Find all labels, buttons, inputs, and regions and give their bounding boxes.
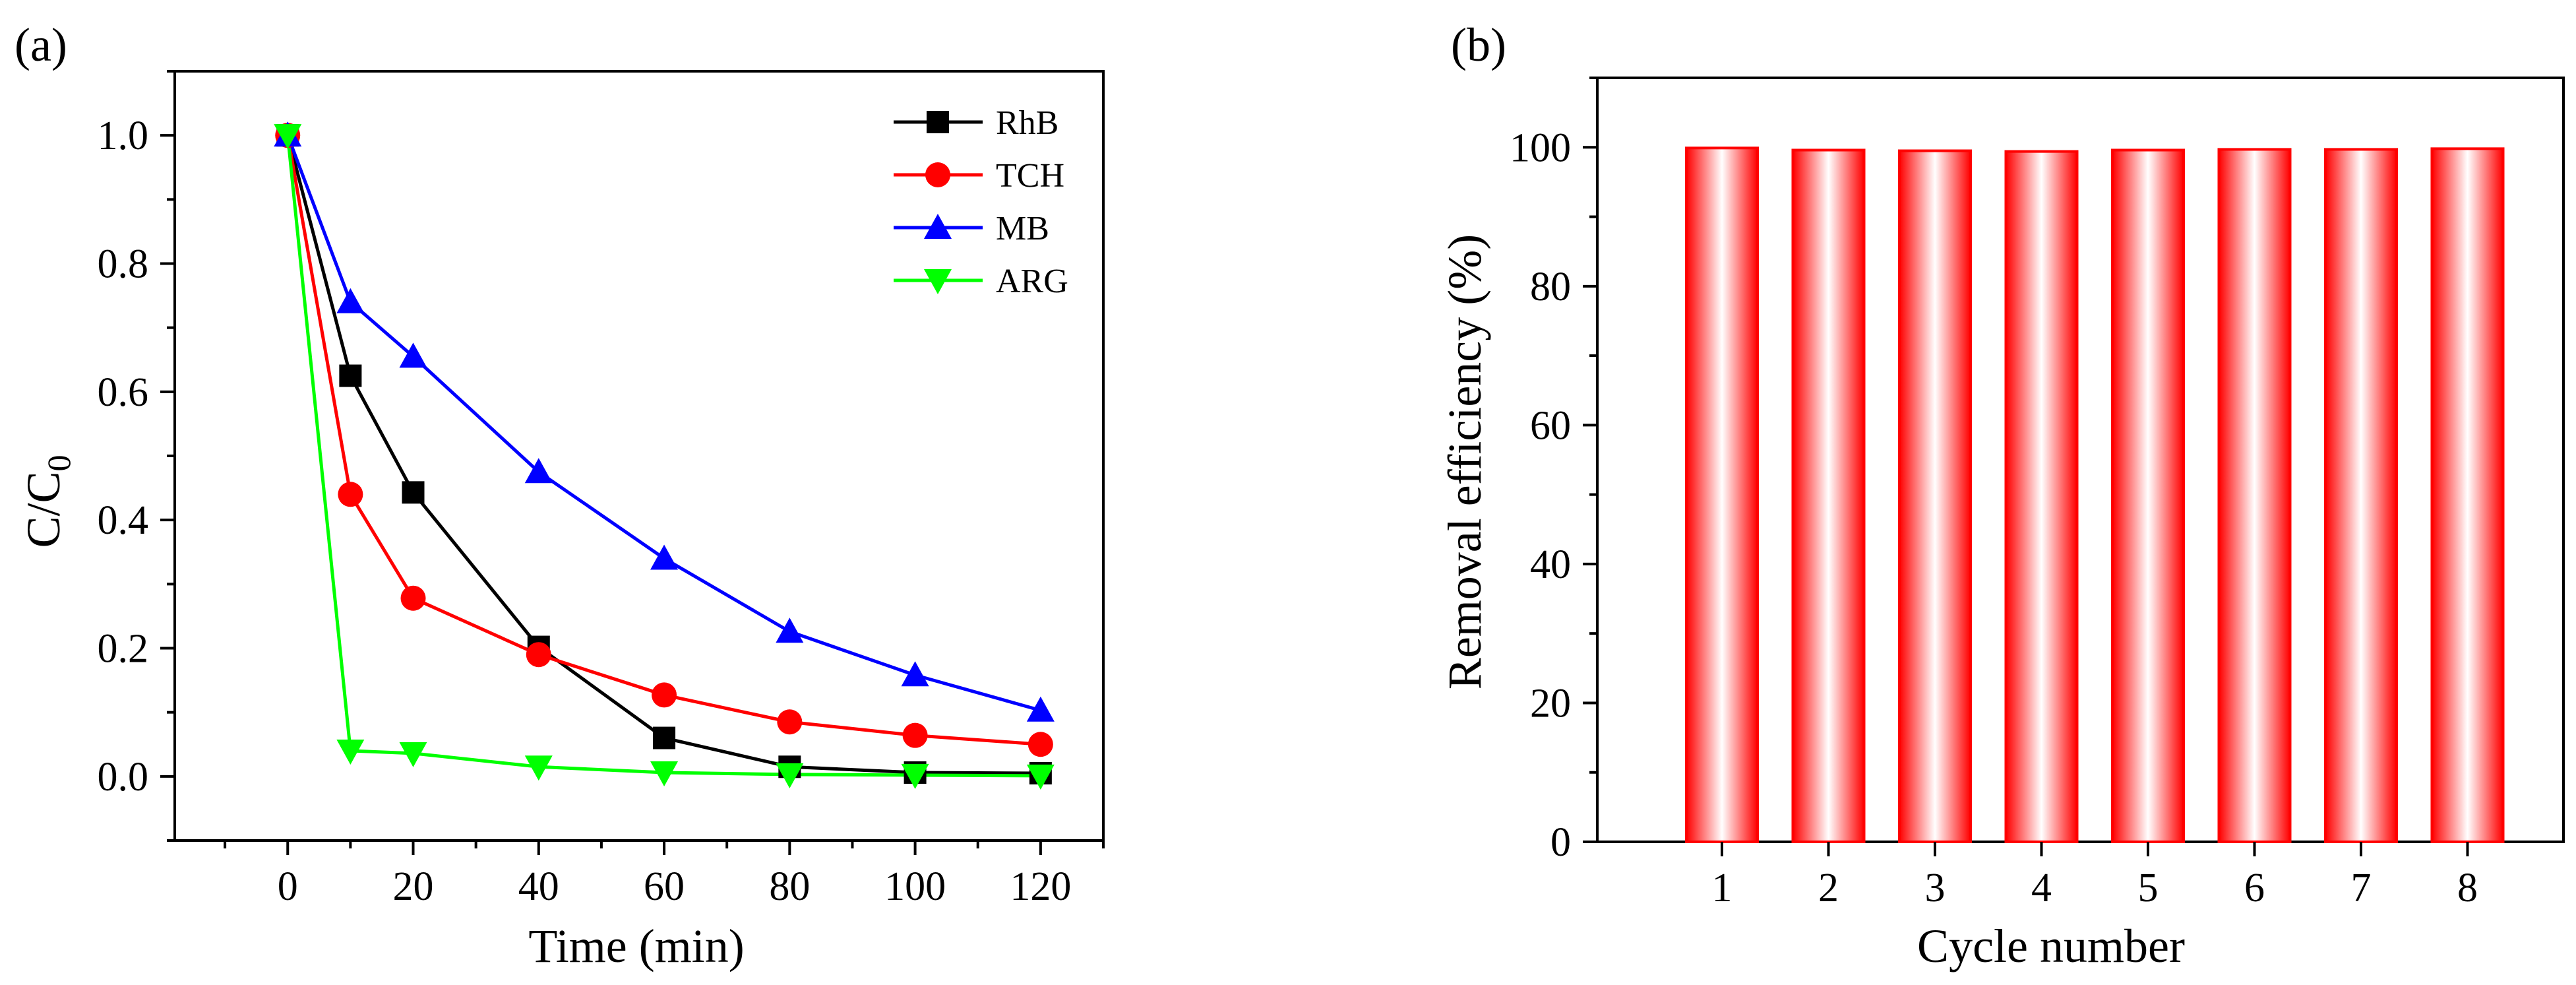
series-line-arg	[286, 135, 1041, 778]
data-point-arg	[274, 124, 302, 150]
bar-cycle-6	[2217, 148, 2292, 843]
panel-a-plot-frame	[173, 70, 1105, 842]
bar-cycle-5	[2111, 148, 2185, 843]
legend-label-rhb: RhB	[996, 104, 1058, 142]
panel-a-y-axis-title-subscript: 0	[40, 455, 77, 471]
panel-a-y-tick-label: 0.6	[98, 370, 149, 415]
series-line-rhb	[286, 135, 1041, 775]
panel-a-series-lines	[286, 135, 1041, 778]
bar-cycle-1	[1685, 146, 1759, 844]
data-point-mb	[336, 288, 365, 313]
panel-b-y-tick-label: 80	[1530, 265, 1571, 309]
panel-b-x-tick-label: 4	[2031, 866, 2052, 910]
panel-a-y-axis-title-main: C/C	[17, 471, 70, 548]
panel-b-x-tick-label: 8	[2457, 866, 2478, 910]
data-point-mb	[776, 618, 804, 643]
legend-label-tch: TCH	[996, 157, 1064, 195]
data-point-mb	[399, 342, 427, 368]
legend-marker-mb	[924, 214, 952, 239]
panel-b-x-tick-label: 1	[1712, 866, 1733, 910]
data-point-arg	[776, 763, 804, 788]
series-line-mb	[286, 135, 1041, 713]
data-point-mb	[524, 458, 553, 484]
data-point-arg	[650, 761, 679, 787]
data-point-rhb	[653, 726, 676, 749]
panel-b-x-tick-label: 5	[2138, 866, 2159, 910]
panel-b-y-axis-title: Removal efficiency (%)	[1438, 234, 1491, 689]
panel-a-y-axis-title: C/C0	[17, 455, 77, 548]
legend-marker-tch	[925, 162, 950, 187]
panel-b-x-tick-label: 2	[1818, 866, 1839, 910]
panel-b-y-tick-label: 20	[1530, 681, 1571, 726]
panel-a-x-tick-label: 40	[518, 864, 559, 909]
panel-a-label: (a)	[15, 18, 67, 71]
bar-cycle-8	[2430, 147, 2505, 844]
data-point-rhb	[339, 364, 362, 387]
legend-marker-arg	[924, 269, 952, 294]
panel-a-line-chart: (a) 0 20 40 60 80 100 120 0.0 0.2 0.4 0.6 0.8 1.0 Rh…	[15, 18, 1105, 972]
panel-a-x-tick-label: 60	[644, 864, 685, 909]
data-point-rhb	[402, 481, 425, 504]
bar-cycle-4	[2004, 150, 2079, 843]
legend-label-arg: ARG	[996, 263, 1068, 300]
panel-b-y-tick-label: 60	[1530, 403, 1571, 448]
panel-a-y-tick-label: 0.8	[98, 242, 149, 287]
panel-b-x-tick-label: 3	[1925, 866, 1946, 910]
panel-a-y-tick-label: 0.2	[98, 627, 149, 672]
data-point-tch	[526, 642, 551, 668]
series-line-tch	[286, 135, 1041, 746]
panel-b-bars	[1685, 146, 2505, 844]
data-point-tch	[902, 722, 928, 748]
data-point-mb	[1026, 696, 1055, 722]
data-point-mb	[650, 544, 679, 570]
panel-b-y-tick-label: 40	[1530, 542, 1571, 587]
panel-b-x-tick-label: 7	[2351, 866, 2372, 910]
panel-b-x-axis-title: Cycle number	[1917, 920, 2185, 972]
data-point-tch	[777, 709, 803, 735]
panel-a-x-tick-label: 80	[769, 864, 810, 909]
data-point-tch	[652, 682, 677, 708]
bar-cycle-3	[1898, 149, 1972, 843]
data-point-arg	[336, 739, 365, 765]
panel-a-x-tick-label: 120	[1010, 864, 1071, 909]
panel-a-y-tick-label: 0.4	[98, 498, 149, 543]
panel-a-y-tick-label: 1.0	[98, 113, 149, 158]
panel-b-y-tick-label: 100	[1510, 125, 1571, 170]
panel-a-x-tick-label: 0	[278, 864, 298, 909]
panel-b-label: (b)	[1451, 18, 1506, 71]
bar-cycle-7	[2324, 148, 2398, 843]
data-point-tch	[400, 585, 426, 611]
panel-a-legend: RhB TCH MB ARG	[894, 104, 1068, 300]
panel-b-y-tick-label: 0	[1550, 820, 1571, 865]
legend-label-mb: MB	[996, 210, 1049, 247]
panel-a-ticks: 0 20 40 60 80 100 120 0.0 0.2 0.4 0.6 0.8 1.0	[98, 70, 1105, 909]
panel-a-series-markers	[274, 121, 1055, 790]
panel-a-x-tick-label: 100	[884, 864, 946, 909]
data-point-mb	[901, 661, 929, 687]
data-point-arg	[399, 742, 427, 767]
data-point-tch	[338, 482, 363, 507]
panel-a-x-tick-label: 20	[393, 864, 434, 909]
legend-marker-rhb	[927, 111, 949, 133]
bar-cycle-2	[1791, 148, 1866, 843]
panel-b-plot-frame	[1596, 77, 2565, 843]
panel-a-y-tick-label: 0.0	[98, 755, 149, 800]
data-point-tch	[1027, 732, 1053, 757]
panel-a-x-axis-title: Time (min)	[528, 920, 744, 972]
data-point-arg	[1026, 764, 1055, 790]
panel-b-x-tick-label: 6	[2244, 866, 2265, 910]
data-point-arg	[524, 755, 553, 781]
data-point-arg	[901, 763, 929, 789]
